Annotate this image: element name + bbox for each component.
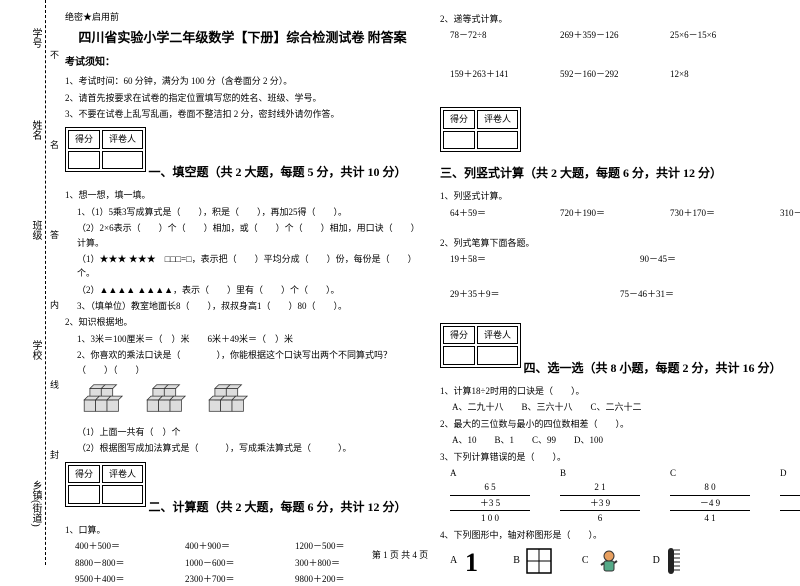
question-sub: （1）★★★ ★★★ □□□=□，表示把（ ）平均分成（ ）份，每份是（ ）个。 xyxy=(77,252,420,281)
score-box: 得分评卷人 xyxy=(440,323,521,368)
calc-row: 19＋58＝90－45＝ xyxy=(450,252,795,266)
seal-hint: 名 xyxy=(48,140,61,149)
side-label: 乡镇(街道) xyxy=(28,480,43,527)
question-sub: （2）根据图写成加法算式是（ ），写成乘法算式是（ ）。 xyxy=(77,441,420,455)
question: 2、最大的三位数与最小的四位数相差（ ）。 xyxy=(440,417,795,431)
guide-item: 3、不要在试卷上乱写乱画，卷面不整洁扣 2 分，密封线外请勿作答。 xyxy=(65,107,420,121)
question: 2、递等式计算。 xyxy=(440,12,795,26)
options: A、10 B、1 C、99 D、100 xyxy=(452,433,795,447)
seal-hint: 内 xyxy=(48,300,61,309)
section-4-title: 四、选一选（共 8 小题，每题 2 分，共计 16 分） xyxy=(524,359,782,378)
cubes-icon xyxy=(202,379,262,417)
guide-heading: 考试须知： xyxy=(65,55,420,71)
calc-row: 29＋35＋9＝75－46＋31＝ xyxy=(450,287,795,301)
question: 3、下列计算错误的是（ ）。 xyxy=(440,450,795,464)
calc-row: 9500＋400＝2300＋700＝9800＋200＝ xyxy=(75,572,420,586)
question: 1、计算18÷2时用的口诀是（ ）。 xyxy=(440,384,795,398)
options: A、二九十八 B、三六十八 C、二六十二 xyxy=(452,400,795,414)
calc-row: 78－72÷8269＋359－12625×6－15×6 xyxy=(450,28,795,42)
secret-mark: 绝密★启用前 xyxy=(65,10,420,24)
question: 1、列竖式计算。 xyxy=(440,189,795,203)
binding-margin: 学号 姓名 班级 学校 乡镇(街道) 不 名 答 内 线 封 xyxy=(0,0,50,565)
section-2-title: 二、计算题（共 2 大题，每题 6 分，共计 12 分） xyxy=(149,498,407,517)
cubes-icon xyxy=(140,379,200,417)
question-sub: 1、（1）5乘3写成算式是（ ），积是（ ），再加25得（ ）。 xyxy=(77,205,420,219)
score-box: 得分评卷人 xyxy=(65,127,146,172)
side-label: 班级 xyxy=(28,220,43,240)
cubes-icon xyxy=(77,379,137,417)
calc-row: 64＋59＝720＋190＝730＋170＝310－150＝ xyxy=(450,206,795,220)
question-sub: （2）2×6表示（ ）个（ ）相加，或（ ）个（ ）相加，用口诀（ ）计算。 xyxy=(77,221,420,250)
right-column: 2、递等式计算。 78－72÷8269＋359－12625×6－15×6 159… xyxy=(440,10,795,550)
guide-item: 1、考试时间：60 分钟，满分为 100 分（含卷面分 2 分）。 xyxy=(65,74,420,88)
vertical-calc-options: A 6 5＋3 51 0 0 B 2 1＋3 96 C 8 0－4 94 1 D… xyxy=(450,466,795,526)
seal-hint: 线 xyxy=(48,380,61,389)
left-column: 绝密★启用前 四川省实验小学二年级数学【下册】综合检测试卷 附答案 考试须知： … xyxy=(65,10,420,550)
question: 2、知识根据地。 xyxy=(65,315,420,329)
cube-figures xyxy=(77,379,420,423)
seal-hint: 封 xyxy=(48,450,61,459)
guide-item: 2、请首先按要求在试卷的指定位置填写您的姓名、班级、学号。 xyxy=(65,91,420,105)
side-label: 姓名 xyxy=(28,120,43,140)
section-1-title: 一、填空题（共 2 大题，每题 5 分，共计 10 分） xyxy=(149,163,407,182)
question-sub: （2）▲▲▲▲ ▲▲▲▲，表示（ ）里有（ ）个（ ）。 xyxy=(77,283,420,297)
seal-hint: 不 xyxy=(48,50,61,59)
page-footer: 第 1 页 共 4 页 xyxy=(0,548,800,561)
question: 1、口算。 xyxy=(65,523,420,537)
question-sub: 3、（填单位）教室地面长8（ ），叔叔身高1（ ）80（ ）。 xyxy=(77,299,420,313)
section-3-title: 三、列竖式计算（共 2 大题，每题 6 分，共计 12 分） xyxy=(440,164,722,183)
seal-hint: 答 xyxy=(48,230,61,239)
question-sub: 2、你喜欢的乘法口诀是（ ），你能根据这个口诀写出两个不同算式吗？（ ）（ ） xyxy=(77,348,420,377)
marker-label: 评卷人 xyxy=(102,130,143,148)
page-body: 绝密★启用前 四川省实验小学二年级数学【下册】综合检测试卷 附答案 考试须知： … xyxy=(65,10,795,550)
question: 4、下列图形中，轴对称图形是（ ）。 xyxy=(440,528,795,542)
score-box: 得分评卷人 xyxy=(440,107,521,152)
paper-title: 四川省实验小学二年级数学【下册】综合检测试卷 附答案 xyxy=(65,28,420,49)
score-label: 得分 xyxy=(68,130,100,148)
score-box: 得分评卷人 xyxy=(65,462,146,507)
calc-row: 159＋263＋141592－160－29212×8 xyxy=(450,67,795,81)
side-label: 学校 xyxy=(28,340,43,360)
side-label: 学号 xyxy=(28,28,43,48)
question: 2、列式笔算下面各题。 xyxy=(440,236,795,250)
seal-line xyxy=(45,0,46,565)
question-sub: （1）上面一共有（ ）个 xyxy=(77,425,420,439)
question-sub: 1、3米＝100厘米＝（ ）米 6米＋49米＝（ ）米 xyxy=(77,332,420,346)
question: 1、想一想，填一填。 xyxy=(65,188,420,202)
